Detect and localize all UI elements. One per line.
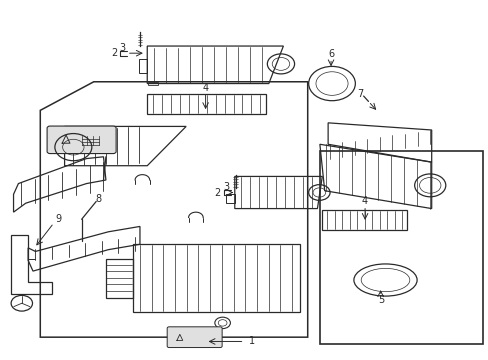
Text: 6: 6 (327, 49, 333, 59)
FancyBboxPatch shape (47, 126, 116, 154)
FancyBboxPatch shape (167, 327, 222, 347)
Text: 2: 2 (214, 188, 220, 198)
Text: 4: 4 (202, 83, 208, 93)
Text: 4: 4 (361, 197, 367, 206)
Text: 8: 8 (95, 194, 102, 203)
Text: 3: 3 (223, 182, 228, 192)
Text: 7: 7 (356, 89, 363, 99)
Text: 2: 2 (111, 48, 117, 58)
Text: 1: 1 (248, 337, 254, 346)
Text: 3: 3 (119, 43, 125, 53)
Text: 5: 5 (378, 295, 384, 305)
Text: 9: 9 (56, 214, 61, 224)
